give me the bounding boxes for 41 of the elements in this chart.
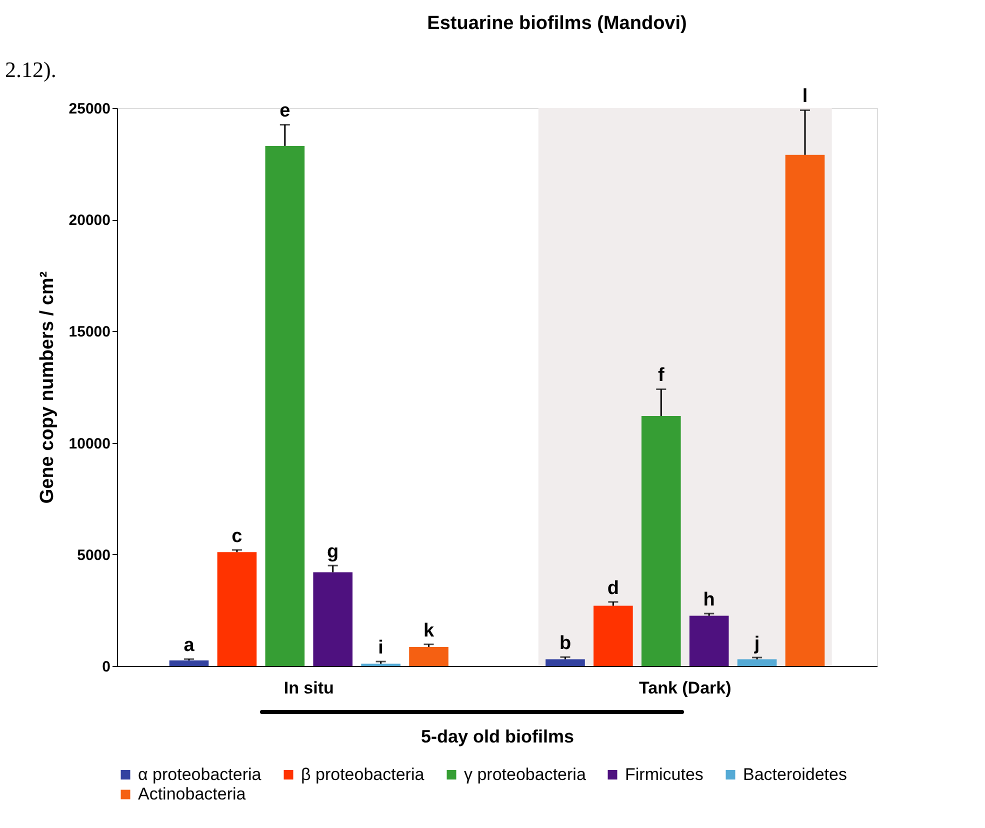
x-tick-label: Tank (Dark) [638, 678, 732, 698]
data-label: l [802, 86, 808, 108]
bar [217, 552, 257, 666]
data-label: b [559, 633, 572, 654]
chart-title: Estuarine biofilms (Mandovi) [427, 13, 687, 34]
data-label: j [753, 634, 760, 655]
bar [785, 154, 825, 666]
data-label: d [607, 578, 619, 599]
text: 2.12). [5, 57, 56, 82]
y-tick-label: 25000 [68, 100, 110, 118]
legend-label: Firmicutes [625, 764, 704, 784]
bar [737, 659, 777, 666]
y-tick-label: 10000 [68, 435, 110, 452]
data-label: k [423, 620, 434, 642]
legend-label: α proteobacteria [138, 764, 262, 784]
bar [169, 660, 209, 666]
bar [409, 647, 448, 666]
x-axis-title: 5-day old biofilms [420, 726, 574, 746]
legend-label: Bacteroidetes [743, 764, 847, 784]
bar [313, 572, 353, 666]
data-label: g [327, 542, 339, 563]
bar [594, 606, 633, 666]
data-label: c [232, 526, 243, 547]
bar [641, 416, 681, 666]
bar [689, 616, 729, 666]
bar [265, 146, 305, 666]
data-label: f [658, 365, 665, 386]
legend-label: Actinobacteria [138, 784, 246, 804]
data-label: a [184, 635, 195, 656]
legend-label: β proteobacteria [301, 764, 425, 784]
data-label: e [280, 100, 290, 122]
legend-label: γ proteobacteria [464, 764, 586, 784]
y-tick-label: 0 [102, 658, 110, 676]
x-tick-label: In situ [284, 678, 334, 698]
data-label: i [378, 638, 384, 659]
y-tick-label: 20000 [68, 212, 110, 230]
y-tick-label: 5000 [77, 546, 110, 564]
data-label: h [703, 590, 715, 611]
y-axis-title: Gene copy numbers / cm² [36, 271, 58, 504]
bar [546, 659, 585, 666]
y-tick-label: 15000 [68, 324, 110, 341]
